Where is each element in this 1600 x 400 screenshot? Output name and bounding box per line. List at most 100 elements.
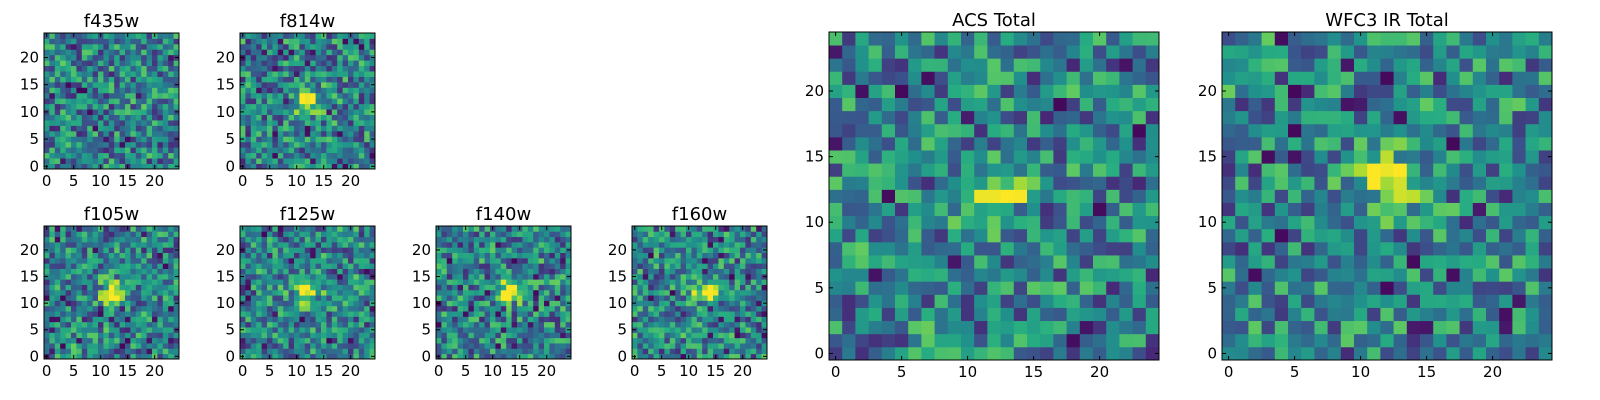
heatmap-cell	[527, 353, 534, 360]
heatmap-cell	[310, 300, 316, 307]
x-tick-label: 15	[314, 172, 333, 190]
heatmap-cell	[54, 284, 61, 291]
panel-title: f105w	[84, 204, 139, 225]
heatmap-cell	[130, 252, 137, 259]
x-tick-label: 20	[537, 362, 556, 380]
heatmap-cell	[1013, 228, 1028, 243]
heatmap-cell	[60, 311, 66, 317]
panel-title: f160w	[672, 204, 727, 225]
heatmap-cell	[87, 141, 93, 148]
heatmap-cell	[1066, 84, 1081, 98]
heatmap-cell	[1079, 163, 1094, 177]
heatmap-cell	[125, 152, 131, 159]
heatmap-cell	[81, 54, 88, 61]
heatmap-cell	[446, 321, 453, 328]
heatmap-cell	[54, 141, 61, 148]
heatmap-cell	[60, 49, 66, 56]
heatmap-cell	[304, 49, 311, 56]
heatmap-cell	[637, 321, 644, 328]
heatmap-cell	[1119, 97, 1133, 112]
heatmap-cell	[560, 348, 566, 355]
heatmap-cell	[675, 289, 681, 296]
heatmap-cell	[44, 152, 50, 159]
heatmap-cell	[947, 202, 962, 217]
heatmap-cell	[125, 279, 131, 285]
heatmap-cell	[707, 316, 714, 323]
heatmap-cell	[130, 163, 137, 170]
heatmap-cell	[1053, 123, 1067, 138]
heatmap-cell	[342, 49, 349, 56]
heatmap-cell	[484, 295, 491, 301]
heatmap-cell	[353, 158, 360, 164]
heatmap-cell	[675, 226, 681, 232]
heatmap-cell	[1354, 241, 1368, 256]
heatmap-cell	[517, 247, 523, 253]
heatmap-cell	[740, 241, 746, 248]
heatmap-cell	[675, 327, 681, 333]
heatmap-cell	[533, 337, 539, 344]
heatmap-cell	[162, 263, 169, 269]
heatmap-cell	[1472, 281, 1487, 295]
heatmap-cell	[114, 54, 120, 61]
heatmap-cell	[261, 343, 268, 349]
heatmap-cell	[463, 289, 469, 296]
heatmap-cell	[1433, 241, 1447, 256]
heatmap-cell	[1145, 320, 1160, 335]
heatmap-cell	[168, 311, 174, 317]
heatmap-cell	[1472, 320, 1487, 335]
heatmap-cell	[288, 136, 295, 143]
heatmap-cell	[272, 163, 279, 170]
heatmap-cell	[71, 279, 77, 285]
heatmap-cell	[168, 65, 174, 72]
heatmap-cell	[256, 332, 262, 339]
heatmap-cell	[326, 76, 333, 83]
heatmap-cell	[76, 98, 83, 105]
heatmap-cell	[1446, 215, 1460, 230]
heatmap-cell	[522, 268, 529, 275]
heatmap-cell	[108, 337, 115, 344]
heatmap-cell	[135, 120, 142, 126]
heatmap-cell	[49, 98, 56, 105]
heatmap-cell	[49, 130, 56, 137]
heatmap-cell	[1288, 333, 1302, 348]
heatmap-cell	[130, 71, 137, 77]
heatmap-cell	[1393, 320, 1408, 335]
heatmap-cell	[653, 252, 660, 259]
heatmap-cell	[1340, 202, 1355, 217]
heatmap-cell	[141, 332, 147, 339]
heatmap-cell	[364, 295, 370, 301]
heatmap-cell	[637, 305, 644, 312]
heatmap-cell	[310, 147, 316, 154]
heatmap-cell	[321, 103, 327, 110]
heatmap-cell	[452, 348, 458, 355]
heatmap-cell	[130, 49, 137, 56]
heatmap-cell	[369, 295, 376, 301]
heatmap-cell	[146, 103, 153, 110]
heatmap-cell	[452, 332, 458, 339]
heatmap-cell	[44, 284, 50, 291]
heatmap-cell	[272, 295, 279, 301]
heatmap-cell	[114, 284, 120, 291]
heatmap-cell	[457, 327, 464, 333]
heatmap-cell	[868, 268, 883, 282]
heatmap-cell	[294, 273, 300, 280]
heatmap-cell	[256, 87, 262, 94]
heatmap-cell	[152, 76, 158, 83]
heatmap-cell	[1499, 228, 1513, 243]
heatmap-cell	[173, 49, 180, 56]
heatmap-cell	[299, 141, 306, 148]
heatmap-cell	[54, 49, 61, 56]
heatmap-cell	[65, 305, 72, 312]
heatmap-cell	[114, 98, 120, 105]
heatmap-cell	[436, 268, 442, 275]
heatmap-cell	[348, 300, 354, 307]
heatmap-cell	[353, 241, 360, 248]
heatmap-cell	[98, 109, 104, 115]
heatmap-cell	[44, 147, 50, 154]
heatmap-cell	[1119, 346, 1133, 361]
heatmap-cell	[522, 236, 529, 243]
heatmap-cell	[135, 241, 142, 248]
heatmap-cell	[842, 281, 856, 295]
heatmap-cell	[130, 257, 137, 264]
